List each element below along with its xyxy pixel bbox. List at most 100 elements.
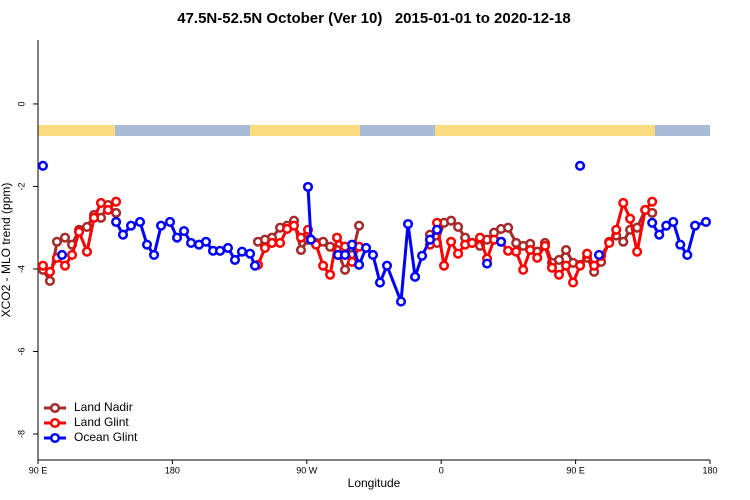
y-tick-label: -8: [16, 430, 26, 438]
point: [453, 248, 464, 259]
point: [156, 220, 167, 231]
point: [381, 260, 393, 271]
point: [395, 296, 407, 307]
point: [668, 216, 679, 227]
point: [467, 237, 478, 249]
surface-band: [38, 125, 710, 136]
point: [446, 236, 457, 247]
point: [125, 220, 137, 231]
point: [102, 204, 114, 216]
point: [618, 197, 629, 209]
point: [74, 226, 85, 237]
land-band: [38, 125, 115, 136]
point: [518, 264, 529, 275]
point: [275, 237, 286, 249]
point: [682, 249, 693, 261]
point: [318, 260, 329, 271]
point: [66, 249, 78, 261]
point: [141, 239, 153, 250]
point: [148, 249, 160, 261]
x-tick-label: 180: [702, 465, 717, 475]
series-line: [114, 186, 707, 304]
point: [245, 248, 256, 259]
x-tick-label: 0: [439, 465, 444, 475]
point: [675, 239, 686, 250]
y-tick-label: -4: [16, 265, 26, 273]
point: [560, 244, 572, 256]
point: [374, 277, 386, 288]
point: [37, 260, 48, 271]
point: [302, 181, 314, 192]
legend-label: Ocean Glint: [74, 430, 138, 444]
point: [632, 246, 643, 257]
point: [582, 248, 593, 259]
point: [171, 232, 183, 243]
legend-marker: [49, 417, 61, 429]
point: [604, 237, 615, 249]
point: [453, 221, 464, 232]
point: [88, 212, 100, 223]
point: [367, 249, 379, 261]
point: [37, 160, 48, 171]
legend-marker: [49, 402, 61, 414]
point: [690, 220, 701, 231]
point: [295, 244, 307, 256]
point: [111, 196, 122, 207]
point: [339, 249, 351, 261]
point: [532, 252, 543, 263]
point: [59, 260, 71, 271]
point: [339, 264, 351, 275]
x-tick-label: 90 E: [29, 465, 48, 475]
y-tick-label: -2: [16, 182, 26, 190]
point: [438, 260, 450, 271]
point: [575, 260, 586, 271]
point: [647, 217, 658, 228]
point: [431, 224, 443, 235]
point: [295, 232, 307, 243]
point: [354, 259, 365, 270]
point: [618, 236, 629, 247]
point: [81, 221, 93, 232]
point: [59, 232, 71, 243]
point: [640, 204, 651, 216]
point: [611, 224, 622, 235]
point: [111, 216, 122, 227]
point: [266, 237, 278, 249]
legend-marker: [49, 432, 61, 444]
x-tick-label: 180: [165, 465, 180, 475]
point: [288, 220, 300, 231]
point: [134, 216, 146, 227]
x-tick-label: 90 W: [296, 465, 318, 475]
point: [496, 236, 507, 247]
point: [446, 215, 457, 226]
point: [325, 269, 336, 280]
point: [249, 260, 261, 271]
y-tick-label: -6: [16, 347, 26, 355]
land-band: [435, 125, 655, 136]
point: [81, 246, 93, 257]
point: [481, 258, 493, 269]
point: [410, 271, 421, 282]
point: [44, 266, 55, 277]
land-band: [250, 125, 360, 136]
point: [503, 222, 514, 233]
chart-title: 47.5N-52.5N October (Ver 10) 2015-01-01 …: [177, 10, 571, 27]
point: [417, 250, 428, 261]
point: [331, 232, 343, 243]
point: [568, 277, 579, 288]
point: [164, 216, 176, 227]
point: [525, 244, 536, 256]
point: [178, 225, 190, 237]
point: [424, 234, 436, 245]
point: [117, 229, 129, 240]
point: [111, 207, 122, 218]
ocean-band: [38, 125, 710, 136]
point: [539, 240, 551, 251]
point: [361, 242, 372, 253]
point: [474, 232, 486, 243]
point: [511, 246, 522, 257]
y-axis-label: XCO2 - MLO trend (ppm): [0, 183, 13, 318]
point: [503, 245, 514, 256]
point: [402, 218, 414, 230]
